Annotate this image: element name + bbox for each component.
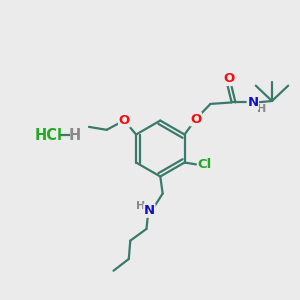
Text: H: H [69,128,81,143]
Text: N: N [247,96,258,109]
Text: H: H [257,104,266,114]
Text: Cl: Cl [197,158,212,171]
Text: N: N [144,204,155,217]
Text: O: O [190,113,201,126]
Text: HCl: HCl [34,128,62,143]
Text: H: H [136,201,145,211]
Text: O: O [224,72,235,86]
Text: O: O [119,114,130,127]
